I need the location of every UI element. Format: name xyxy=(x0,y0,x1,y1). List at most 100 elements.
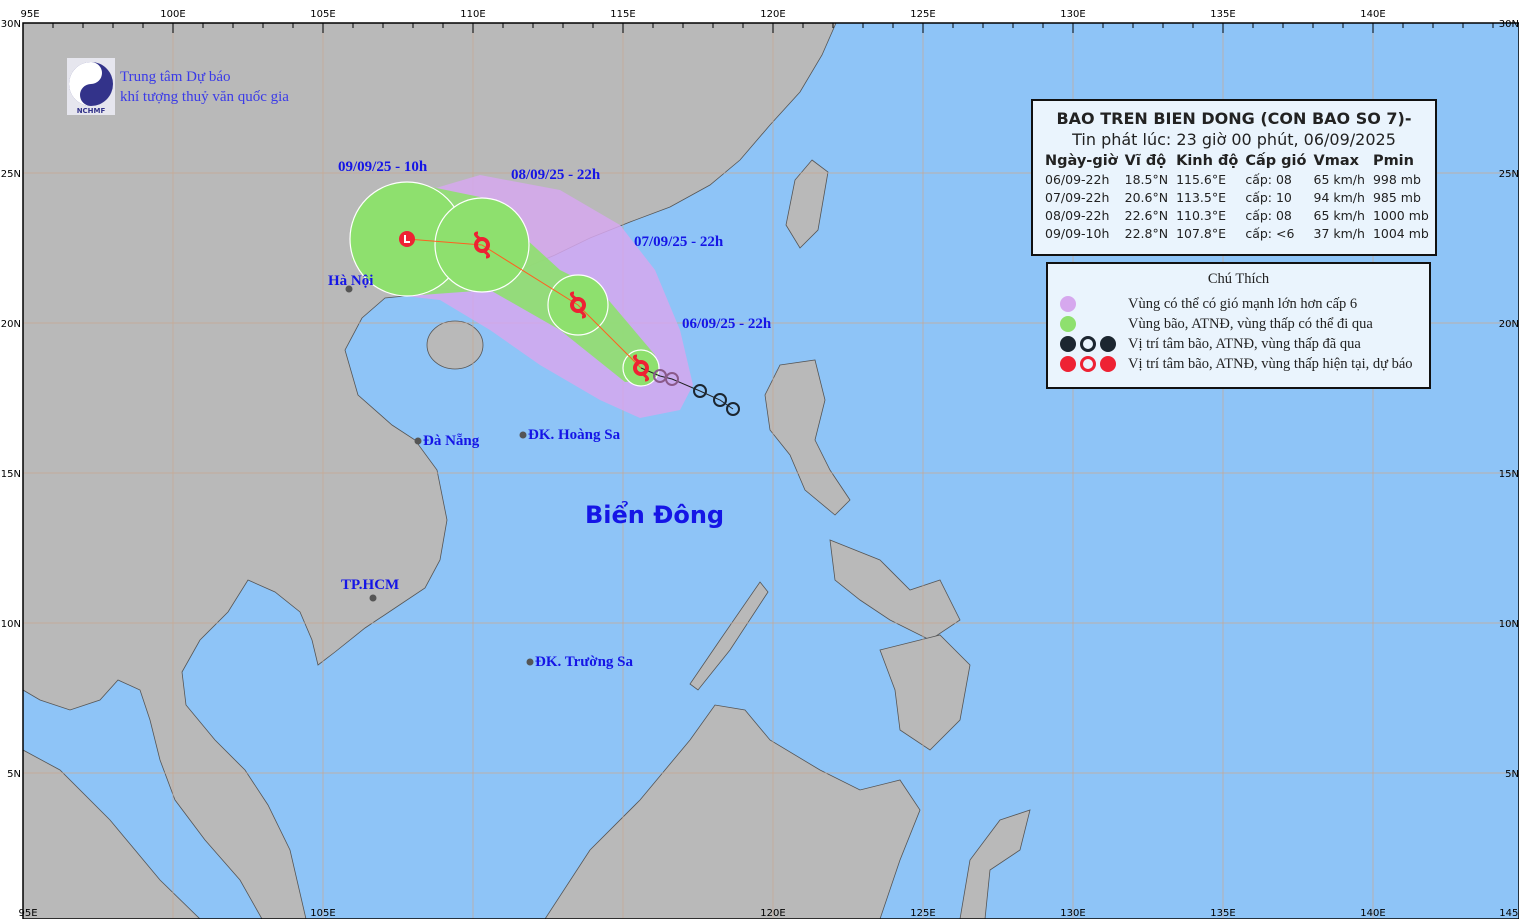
right-lat-label: 25N xyxy=(1499,169,1519,180)
sulawesi xyxy=(959,809,1031,919)
mindanao xyxy=(879,634,971,751)
place-hoang-sa: ĐK. Hoàng Sa xyxy=(528,427,621,443)
table-cell: 37 km/h xyxy=(1313,226,1365,241)
palawan xyxy=(689,581,769,691)
past-low-icon xyxy=(1100,336,1116,352)
hainan xyxy=(426,320,484,370)
top-lon-label: 120E xyxy=(760,9,785,20)
left-lat-label: 20N xyxy=(1,319,21,330)
table-header: Pmin xyxy=(1372,153,1414,169)
purple-zone-icon xyxy=(1060,296,1076,312)
table-cell: 22.6°N xyxy=(1124,208,1169,223)
forecast-table: Ngày-giờ Vĩ độ Kinh độ Cấp gió Vmax Pmin 06/0… xyxy=(1041,153,1433,243)
info-title: BAO TREN BIEN DONG (CON BAO SO 7)- xyxy=(1056,109,1412,128)
typhoon-icon xyxy=(632,354,650,382)
table-header: Cấp gió xyxy=(1245,153,1307,169)
right-lat-label: 5N xyxy=(1505,769,1519,780)
bottom-lon-label: 135E xyxy=(1210,908,1235,919)
sea-name: Biển Đông xyxy=(585,501,725,529)
table-cell: 115.6°E xyxy=(1176,172,1227,187)
track-label-0709: 07/09/25 - 22h xyxy=(634,234,724,250)
past-track xyxy=(640,367,734,410)
table-cell: cấp: 10 xyxy=(1245,190,1292,205)
bottom-lon-label: 105E xyxy=(310,908,335,919)
top-lon-label: 140E xyxy=(1360,9,1385,20)
table-cell: 22.8°N xyxy=(1124,226,1169,241)
left-lat-label: 25N xyxy=(1,169,21,180)
past-typhoon-icon xyxy=(1060,336,1076,352)
place-tp-hcm: TP.HCM xyxy=(341,577,400,593)
place-dots xyxy=(345,285,534,666)
table-cell: 94 km/h xyxy=(1313,190,1365,205)
place-da-nang: Đà Nẵng xyxy=(423,433,480,449)
place-ha-noi: Hà Nội xyxy=(328,273,374,289)
top-lon-label: 110E xyxy=(460,9,485,20)
table-cell: 985 mb xyxy=(1372,190,1421,205)
track-label-0809: 08/09/25 - 22h xyxy=(511,167,601,183)
forecast-track xyxy=(406,238,642,369)
table-cell: 110.3°E xyxy=(1176,208,1227,223)
table-cell: cấp: 08 xyxy=(1245,208,1292,223)
logo-line-2: khí tượng thuỷ văn quốc gia xyxy=(120,89,289,105)
top-lon-label: 125E xyxy=(910,9,935,20)
table-header: Vmax xyxy=(1313,153,1359,169)
place-truong-sa: ĐK. Trường Sa xyxy=(535,654,634,670)
table-row: 09/09-10h 22.8°N 107.8°E cấp: <6 37 km/h 1004… xyxy=(1041,225,1433,243)
table-header: Vĩ độ xyxy=(1124,153,1167,169)
taiwan xyxy=(785,159,829,249)
top-lon-label: 95E xyxy=(20,9,39,20)
sumatra xyxy=(22,749,201,919)
past-depression-icon xyxy=(1080,336,1096,352)
table-header: Kinh độ xyxy=(1176,153,1239,169)
table-cell: 07/09-22h xyxy=(1045,190,1110,205)
top-lon-label: 105E xyxy=(310,9,335,20)
logo-line-1: Trung tâm Dự báo xyxy=(120,69,231,85)
left-lat-label: 15N xyxy=(1,469,21,480)
past-position-icon xyxy=(726,402,740,416)
legend-item-green-zone: Vùng bão, ATNĐ, vùng thấp có thể đi qua xyxy=(1060,314,1373,334)
legend-panel: Chú Thích Vùng có thể có gió mạnh lớn hơ… xyxy=(1046,262,1431,389)
table-row: 08/09-22h 22.6°N 110.3°E cấp: 08 65 km/h 1000… xyxy=(1041,207,1433,225)
typhoon-icon xyxy=(473,231,491,259)
bottom-lon-label: 140E xyxy=(1360,908,1385,919)
top-lon-label: 115E xyxy=(610,9,635,20)
borneo xyxy=(544,704,921,919)
past-position-icon xyxy=(653,369,667,383)
past-position-icon xyxy=(713,393,727,407)
legend-item-past: Vị trí tâm bão, ATNĐ, vùng thấp đã qua xyxy=(1060,334,1361,354)
right-lat-label: 20N xyxy=(1499,319,1519,330)
table-cell: 998 mb xyxy=(1372,172,1421,187)
left-lat-label: 10N xyxy=(1,619,21,630)
table-row: 06/09-22h 18.5°N 115.6°E cấp: 08 65 km/h 998 … xyxy=(1041,171,1433,189)
luzon xyxy=(764,359,851,516)
right-lat-label: 30N xyxy=(1499,19,1519,30)
table-cell: 1000 mb xyxy=(1372,208,1429,223)
table-cell: 113.5°E xyxy=(1176,190,1227,205)
table-cell: cấp: <6 xyxy=(1245,226,1295,241)
bottom-lon-label: 125E xyxy=(910,908,935,919)
top-lon-label: 100E xyxy=(160,9,185,20)
forecast-depression-icon xyxy=(1080,356,1096,372)
table-cell: cấp: 08 xyxy=(1245,172,1292,187)
past-position-icon xyxy=(693,384,707,398)
svg-text:NCHMF: NCHMF xyxy=(77,107,106,115)
table-header: Ngày-giờ xyxy=(1045,153,1118,169)
bottom-lon-label: 120E xyxy=(760,908,785,919)
axis-ticks: 95E 100E 105E 110E 115E 120E 125E 130E 135E 140E 9… xyxy=(1,9,1519,919)
past-positions xyxy=(653,369,740,416)
top-lon-label: 130E xyxy=(1060,9,1085,20)
table-row: 07/09-22h 20.6°N 113.5°E cấp: 10 94 km/h 985 … xyxy=(1041,189,1433,207)
forecast-low-icon xyxy=(1100,356,1116,372)
nchmf-logo: NCHMF xyxy=(67,58,115,115)
bottom-lon-label: 145E xyxy=(1499,908,1519,919)
table-cell: 107.8°E xyxy=(1176,226,1227,241)
legend-item-purple-zone: Vùng có thể có gió mạnh lớn hơn cấp 6 xyxy=(1060,294,1357,314)
table-cell: 1004 mb xyxy=(1372,226,1429,241)
low-pressure-icon xyxy=(399,231,415,247)
left-lat-label: 30N xyxy=(1,19,21,30)
forecast-typhoon-icon xyxy=(1060,356,1076,372)
track-label-0909: 09/09/25 - 10h xyxy=(338,159,428,175)
visayas xyxy=(829,539,961,641)
table-cell: 18.5°N xyxy=(1124,172,1169,187)
